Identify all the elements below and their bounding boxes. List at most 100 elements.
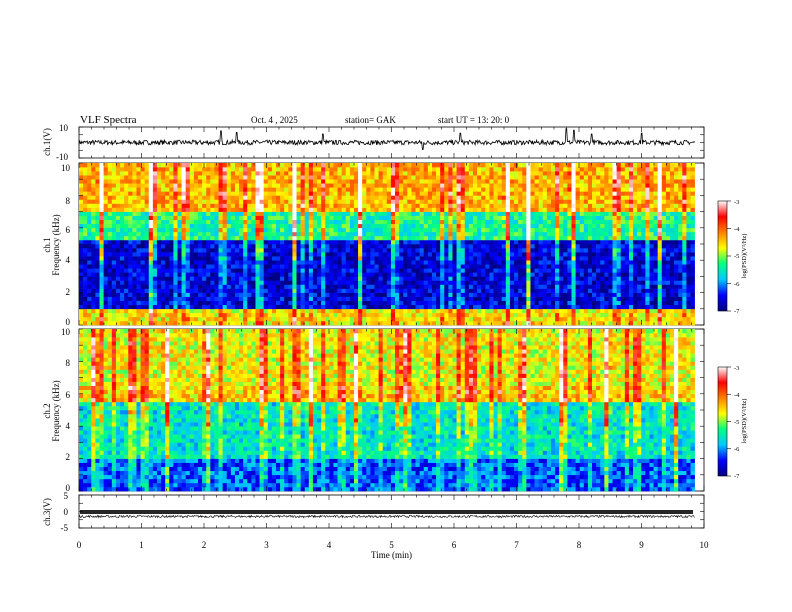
- ch1-spectrogram-cell: [259, 215, 264, 220]
- ch1-spectrogram-cell: [128, 320, 133, 326]
- ch1-spectrogram-cell: [222, 231, 228, 237]
- ch1-spectrogram-cell: [509, 304, 515, 310]
- ch1-spectrogram-cell: [132, 316, 137, 322]
- ch1-spectrogram-cell: [87, 260, 92, 265]
- ch1-spectrogram-cell: [378, 191, 383, 196]
- ch1-spectrogram-cell: [79, 203, 84, 208]
- ch1-spectrogram-cell: [210, 211, 215, 216]
- ch1-spectrogram-cell: [464, 231, 470, 237]
- ch1-spectrogram-cell: [185, 316, 191, 322]
- ch1-spectrogram-cell: [522, 308, 527, 314]
- ch1-spectrogram-cell: [284, 312, 289, 318]
- ch1-spectrogram-cell: [230, 308, 236, 314]
- ch1-spectrogram-cell: [288, 284, 293, 289]
- ch1-spectrogram-cell: [243, 207, 248, 212]
- ch1-spectrogram-cell: [312, 231, 318, 237]
- ch1-spectrogram-cell: [571, 171, 576, 176]
- ch1-spectrogram-cell: [575, 308, 580, 314]
- ch1-spectrogram-cell: [210, 292, 215, 297]
- ch1-spectrogram-cell: [218, 219, 223, 225]
- ch1-spectrogram-cell: [247, 276, 252, 281]
- ch1-spectrogram-cell: [156, 248, 162, 253]
- ch1-spectrogram-cell: [522, 268, 527, 273]
- ch1-spectrogram-cell: [263, 300, 269, 306]
- ch1-spectrogram-cell: [366, 203, 371, 208]
- ch1-spectrogram-cell: [115, 316, 121, 322]
- ch1-spectrogram-cell: [349, 320, 355, 326]
- ch1-spectrogram-cell: [399, 199, 404, 204]
- ch1-spectrogram-cell: [280, 227, 285, 233]
- ch1-spectrogram-cell: [571, 320, 576, 326]
- ch1-spectrogram-cell: [247, 171, 252, 176]
- ch1-spectrogram-cell: [485, 308, 490, 314]
- ch1-spectrogram-cell: [407, 191, 412, 196]
- ch1-spectrogram-cell: [493, 292, 498, 297]
- ch1-spectrogram-cell: [440, 308, 445, 314]
- ch1-spectrogram-cell: [399, 276, 404, 281]
- ch1-spectrogram-cell: [550, 308, 556, 314]
- ch1-spectrogram-cell: [292, 211, 297, 216]
- ch1-spectrogram-cell: [497, 248, 503, 253]
- ch1-spectrogram-cell: [362, 312, 367, 318]
- ch1-spectrogram-cell: [132, 195, 137, 200]
- ch1-spectrogram-cell: [288, 179, 293, 184]
- ch1-spectrogram-cell: [530, 219, 535, 225]
- ch1-spectrogram-cell: [177, 320, 182, 326]
- ch1-spectrogram-cell: [91, 288, 96, 293]
- ch1-spectrogram-cell: [567, 244, 572, 249]
- ch1-spectrogram-cell: [83, 280, 88, 285]
- ch1-spectrogram-cell: [522, 320, 527, 326]
- ch1-spectrogram-cell: [473, 231, 478, 237]
- ch1-spectrogram-cell: [419, 163, 425, 168]
- ch1-spectrogram-cell: [497, 219, 503, 225]
- ch1-spectrogram-cell: [518, 292, 523, 297]
- ch1-spectrogram-cell: [345, 316, 351, 322]
- ch1-spectrogram-cell: [87, 195, 92, 200]
- ch1-spectrogram-cell: [509, 239, 515, 245]
- ch1-spectrogram-cell: [107, 288, 113, 293]
- ch1-spectrogram-cell: [234, 187, 240, 192]
- ch1-spectrogram-cell: [448, 235, 453, 241]
- ch1-spectrogram-cell: [370, 312, 375, 318]
- ch1-spectrogram-cell: [288, 227, 293, 233]
- ch1-spectrogram-cell: [501, 199, 507, 204]
- ch1-spectrogram-cell: [107, 248, 113, 253]
- ch1-spectrogram-cell: [312, 272, 318, 277]
- ch1-spectrogram-cell: [115, 264, 121, 269]
- ch1-spectrogram-cell: [325, 207, 330, 212]
- ch1-spectrogram-cell: [300, 195, 306, 200]
- ch1-spectrogram-cell: [230, 316, 236, 322]
- ch1-spectrogram-cell: [366, 195, 371, 200]
- ch1-spectrogram-cell: [271, 227, 277, 233]
- ch1-spectrogram-cell: [403, 268, 408, 273]
- ch1-spectrogram-cell: [267, 199, 273, 204]
- ch1-spectrogram-cell: [280, 312, 285, 318]
- ch1-spectrogram-cell: [468, 191, 474, 196]
- ch1-spectrogram-cell: [177, 296, 182, 301]
- ch1-spectrogram-cell: [452, 195, 457, 200]
- ch1-spectrogram-cell: [481, 183, 486, 188]
- ch1-spectrogram-cell: [169, 211, 174, 216]
- ch1-spectrogram-cell: [177, 304, 182, 310]
- ch1-spectrogram-cell: [87, 227, 92, 233]
- ch1-spectrogram-cell: [325, 320, 330, 326]
- ch1-spectrogram-cell: [202, 264, 207, 269]
- ch1-spectrogram-cell: [234, 239, 240, 245]
- ch1-spectrogram-cell: [214, 260, 219, 265]
- ch1-spectrogram-cell: [239, 211, 244, 216]
- ch1-spectrogram-cell: [111, 203, 117, 208]
- ch1-spectrogram-cell: [571, 244, 576, 249]
- ch1-spectrogram-cell: [477, 248, 482, 253]
- ch1-spectrogram-cell: [169, 284, 174, 289]
- ch1-spectrogram-cell: [226, 280, 232, 285]
- ch1-spectrogram-cell: [140, 231, 145, 237]
- ch1-spectrogram-cell: [181, 320, 186, 326]
- ch1-spectrogram-cell: [489, 199, 494, 204]
- ch1-spectrogram-cell: [382, 191, 388, 196]
- ch1-spectrogram-cell: [415, 264, 420, 269]
- ch1-spectrogram-cell: [271, 207, 277, 212]
- ch1-spectrogram-cell: [304, 207, 310, 212]
- ch1-spectrogram-cell: [419, 207, 425, 212]
- ch1-spectrogram-cell: [550, 187, 556, 192]
- ch1-spectrogram-cell: [427, 207, 433, 212]
